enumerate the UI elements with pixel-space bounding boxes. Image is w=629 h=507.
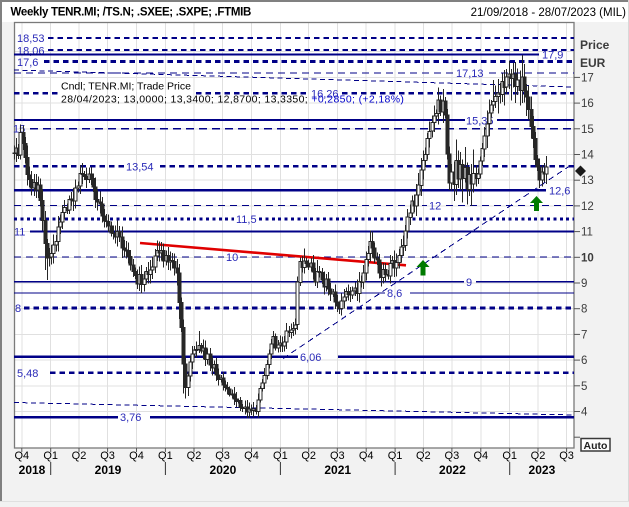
svg-text:18,53: 18,53 xyxy=(17,33,45,45)
svg-text:6,06: 6,06 xyxy=(300,352,321,364)
svg-text:Q3: Q3 xyxy=(215,450,230,462)
svg-text:11,5: 11,5 xyxy=(236,214,257,226)
svg-text:Q4: Q4 xyxy=(473,450,488,462)
svg-text:10: 10 xyxy=(226,252,238,264)
svg-text:5: 5 xyxy=(581,381,587,393)
svg-text:Q4: Q4 xyxy=(129,450,144,462)
svg-text:12,6: 12,6 xyxy=(549,186,570,198)
svg-text:5,48: 5,48 xyxy=(17,368,38,380)
svg-text:8,6: 8,6 xyxy=(387,288,402,300)
svg-text:Q2: Q2 xyxy=(531,450,546,462)
svg-text:17,9: 17,9 xyxy=(542,50,563,62)
svg-text:15: 15 xyxy=(581,124,594,136)
svg-text:17: 17 xyxy=(581,72,594,84)
svg-text:2020: 2020 xyxy=(210,463,237,477)
svg-text:Q3: Q3 xyxy=(559,450,574,462)
svg-text:6: 6 xyxy=(581,355,587,367)
svg-text:Q3: Q3 xyxy=(330,450,345,462)
svg-text:Q4: Q4 xyxy=(14,450,29,462)
svg-text:Cndl; TENR.MI; Trade Price: Cndl; TENR.MI; Trade Price xyxy=(61,81,191,93)
svg-text:16: 16 xyxy=(581,98,594,110)
svg-text:Q1: Q1 xyxy=(273,450,288,462)
svg-text:12: 12 xyxy=(581,201,594,213)
svg-text:2019: 2019 xyxy=(95,463,122,477)
svg-text:8: 8 xyxy=(581,304,587,316)
svg-text:Price: Price xyxy=(580,38,610,52)
svg-text:Q2: Q2 xyxy=(301,450,316,462)
svg-text:3,76: 3,76 xyxy=(120,412,141,424)
svg-text:EUR: EUR xyxy=(580,56,606,70)
svg-text:28/04/2023; 13,0000; 13,3400;: 28/04/2023; 13,0000; 13,3400; 12,8700; 1… xyxy=(61,94,404,106)
svg-text:2018: 2018 xyxy=(19,463,46,477)
svg-text:Q2: Q2 xyxy=(72,450,87,462)
svg-text:8: 8 xyxy=(15,303,21,315)
svg-text:10: 10 xyxy=(581,252,594,264)
svg-text:Q1: Q1 xyxy=(388,450,403,462)
svg-text:Q2: Q2 xyxy=(187,450,202,462)
svg-text:13,54: 13,54 xyxy=(126,161,154,173)
svg-text:Q4: Q4 xyxy=(244,450,259,462)
svg-text:2022: 2022 xyxy=(439,463,466,477)
svg-text:2021: 2021 xyxy=(324,463,351,477)
svg-text:7: 7 xyxy=(581,329,587,341)
svg-text:4: 4 xyxy=(581,407,588,419)
svg-text:14: 14 xyxy=(581,150,594,162)
svg-text:Q1: Q1 xyxy=(502,450,517,462)
svg-text:Q4: Q4 xyxy=(359,450,374,462)
svg-text:Q1: Q1 xyxy=(43,450,58,462)
svg-text:9: 9 xyxy=(466,277,472,289)
svg-text:Q1: Q1 xyxy=(158,450,173,462)
svg-text:11: 11 xyxy=(14,227,25,239)
svg-text:Q2: Q2 xyxy=(416,450,431,462)
svg-text:9: 9 xyxy=(581,278,587,290)
svg-text:Q3: Q3 xyxy=(100,450,115,462)
svg-text:2023: 2023 xyxy=(529,463,556,477)
svg-text:Q3: Q3 xyxy=(445,450,460,462)
svg-text:Weekly TENR.MI; /TS.N; .SXEE;: Weekly TENR.MI; /TS.N; .SXEE; .SXPE; .FT… xyxy=(11,7,252,19)
svg-text:12: 12 xyxy=(429,201,441,213)
svg-text:17,13: 17,13 xyxy=(456,68,484,80)
svg-text:16,26: 16,26 xyxy=(311,88,339,100)
svg-text:13: 13 xyxy=(581,175,594,187)
svg-text:21/09/2018 - 28/07/2023 (MIL): 21/09/2018 - 28/07/2023 (MIL) xyxy=(471,7,627,19)
svg-text:Auto: Auto xyxy=(584,440,608,452)
svg-text:17,6: 17,6 xyxy=(17,57,38,69)
svg-text:11: 11 xyxy=(581,227,593,239)
